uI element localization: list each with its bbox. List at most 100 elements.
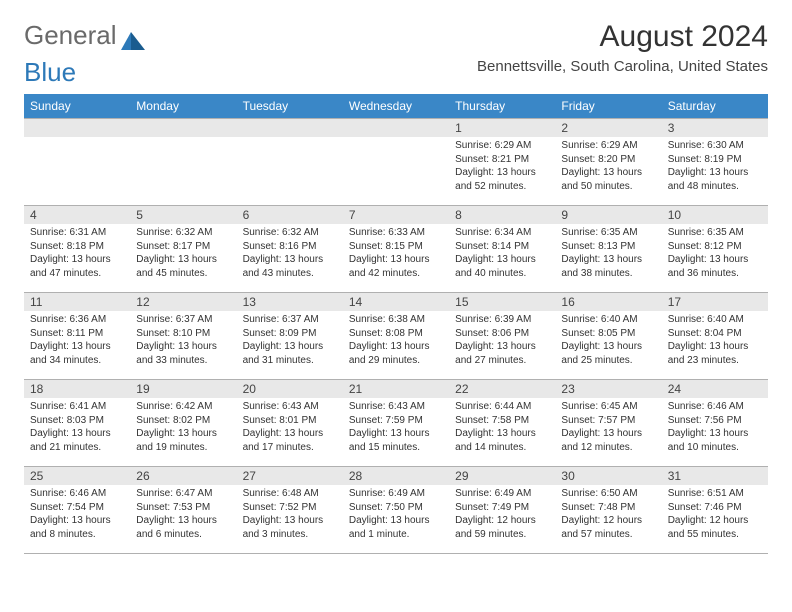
daylight-text: Daylight: 13 hours and 15 minutes. <box>349 427 443 454</box>
sunrise-text: Sunrise: 6:42 AM <box>136 400 230 414</box>
logo-text-2: Blue <box>24 57 768 88</box>
day-number <box>24 119 130 137</box>
sunrise-text: Sunrise: 6:51 AM <box>668 487 762 501</box>
sunset-text: Sunset: 7:49 PM <box>455 501 549 515</box>
calendar-cell: 4Sunrise: 6:31 AMSunset: 8:18 PMDaylight… <box>24 206 130 292</box>
calendar-cell: 6Sunrise: 6:32 AMSunset: 8:16 PMDaylight… <box>237 206 343 292</box>
calendar-cell: 28Sunrise: 6:49 AMSunset: 7:50 PMDayligh… <box>343 467 449 553</box>
daylight-text: Daylight: 12 hours and 59 minutes. <box>455 514 549 541</box>
daylight-text: Daylight: 13 hours and 10 minutes. <box>668 427 762 454</box>
daylight-text: Daylight: 12 hours and 57 minutes. <box>561 514 655 541</box>
day-number <box>343 119 449 137</box>
day-details: Sunrise: 6:32 AMSunset: 8:16 PMDaylight:… <box>237 224 343 284</box>
day-details: Sunrise: 6:40 AMSunset: 8:04 PMDaylight:… <box>662 311 768 371</box>
calendar-cell: 3Sunrise: 6:30 AMSunset: 8:19 PMDaylight… <box>662 119 768 205</box>
logo-text-1: General <box>24 20 117 51</box>
day-of-week-header: Sunday Monday Tuesday Wednesday Thursday… <box>24 94 768 118</box>
sunrise-text: Sunrise: 6:45 AM <box>561 400 655 414</box>
daylight-text: Daylight: 13 hours and 36 minutes. <box>668 253 762 280</box>
sunset-text: Sunset: 8:11 PM <box>30 327 124 341</box>
week-row: 25Sunrise: 6:46 AMSunset: 7:54 PMDayligh… <box>24 466 768 554</box>
calendar-cell: 23Sunrise: 6:45 AMSunset: 7:57 PMDayligh… <box>555 380 661 466</box>
logo: General <box>24 20 147 51</box>
day-number: 31 <box>662 467 768 485</box>
daylight-text: Daylight: 13 hours and 12 minutes. <box>561 427 655 454</box>
sunrise-text: Sunrise: 6:32 AM <box>136 226 230 240</box>
day-number: 20 <box>237 380 343 398</box>
sunset-text: Sunset: 8:02 PM <box>136 414 230 428</box>
day-details: Sunrise: 6:46 AMSunset: 7:54 PMDaylight:… <box>24 485 130 545</box>
sunrise-text: Sunrise: 6:29 AM <box>561 139 655 153</box>
day-details: Sunrise: 6:31 AMSunset: 8:18 PMDaylight:… <box>24 224 130 284</box>
week-row: 18Sunrise: 6:41 AMSunset: 8:03 PMDayligh… <box>24 379 768 466</box>
calendar-cell: 30Sunrise: 6:50 AMSunset: 7:48 PMDayligh… <box>555 467 661 553</box>
sunset-text: Sunset: 7:59 PM <box>349 414 443 428</box>
calendar-cell <box>343 119 449 205</box>
sunrise-text: Sunrise: 6:49 AM <box>455 487 549 501</box>
day-number: 14 <box>343 293 449 311</box>
calendar-cell: 31Sunrise: 6:51 AMSunset: 7:46 PMDayligh… <box>662 467 768 553</box>
sunset-text: Sunset: 8:04 PM <box>668 327 762 341</box>
sunset-text: Sunset: 8:14 PM <box>455 240 549 254</box>
daylight-text: Daylight: 12 hours and 55 minutes. <box>668 514 762 541</box>
calendar-cell: 17Sunrise: 6:40 AMSunset: 8:04 PMDayligh… <box>662 293 768 379</box>
daylight-text: Daylight: 13 hours and 43 minutes. <box>243 253 337 280</box>
day-details: Sunrise: 6:35 AMSunset: 8:12 PMDaylight:… <box>662 224 768 284</box>
sunset-text: Sunset: 8:20 PM <box>561 153 655 167</box>
page-title: August 2024 <box>477 20 768 54</box>
day-details: Sunrise: 6:30 AMSunset: 8:19 PMDaylight:… <box>662 137 768 197</box>
sunrise-text: Sunrise: 6:38 AM <box>349 313 443 327</box>
sunrise-text: Sunrise: 6:47 AM <box>136 487 230 501</box>
sunrise-text: Sunrise: 6:37 AM <box>243 313 337 327</box>
day-number: 7 <box>343 206 449 224</box>
day-number: 15 <box>449 293 555 311</box>
sunrise-text: Sunrise: 6:32 AM <box>243 226 337 240</box>
daylight-text: Daylight: 13 hours and 27 minutes. <box>455 340 549 367</box>
dow-monday: Monday <box>130 94 236 118</box>
daylight-text: Daylight: 13 hours and 6 minutes. <box>136 514 230 541</box>
calendar-cell <box>237 119 343 205</box>
day-number: 5 <box>130 206 236 224</box>
daylight-text: Daylight: 13 hours and 3 minutes. <box>243 514 337 541</box>
calendar-cell: 9Sunrise: 6:35 AMSunset: 8:13 PMDaylight… <box>555 206 661 292</box>
calendar-cell <box>130 119 236 205</box>
day-number: 19 <box>130 380 236 398</box>
calendar-cell: 2Sunrise: 6:29 AMSunset: 8:20 PMDaylight… <box>555 119 661 205</box>
daylight-text: Daylight: 13 hours and 45 minutes. <box>136 253 230 280</box>
day-details: Sunrise: 6:43 AMSunset: 7:59 PMDaylight:… <box>343 398 449 458</box>
day-details: Sunrise: 6:51 AMSunset: 7:46 PMDaylight:… <box>662 485 768 545</box>
day-number: 27 <box>237 467 343 485</box>
sunrise-text: Sunrise: 6:43 AM <box>243 400 337 414</box>
daylight-text: Daylight: 13 hours and 29 minutes. <box>349 340 443 367</box>
daylight-text: Daylight: 13 hours and 52 minutes. <box>455 166 549 193</box>
day-number: 16 <box>555 293 661 311</box>
day-details: Sunrise: 6:43 AMSunset: 8:01 PMDaylight:… <box>237 398 343 458</box>
sunset-text: Sunset: 8:18 PM <box>30 240 124 254</box>
day-details: Sunrise: 6:42 AMSunset: 8:02 PMDaylight:… <box>130 398 236 458</box>
sunrise-text: Sunrise: 6:33 AM <box>349 226 443 240</box>
calendar-cell: 27Sunrise: 6:48 AMSunset: 7:52 PMDayligh… <box>237 467 343 553</box>
day-details: Sunrise: 6:35 AMSunset: 8:13 PMDaylight:… <box>555 224 661 284</box>
sunset-text: Sunset: 7:56 PM <box>668 414 762 428</box>
sunrise-text: Sunrise: 6:34 AM <box>455 226 549 240</box>
day-details: Sunrise: 6:36 AMSunset: 8:11 PMDaylight:… <box>24 311 130 371</box>
calendar-cell: 29Sunrise: 6:49 AMSunset: 7:49 PMDayligh… <box>449 467 555 553</box>
daylight-text: Daylight: 13 hours and 38 minutes. <box>561 253 655 280</box>
day-details: Sunrise: 6:49 AMSunset: 7:49 PMDaylight:… <box>449 485 555 545</box>
sunrise-text: Sunrise: 6:46 AM <box>668 400 762 414</box>
sunrise-text: Sunrise: 6:37 AM <box>136 313 230 327</box>
day-number: 4 <box>24 206 130 224</box>
calendar-cell: 24Sunrise: 6:46 AMSunset: 7:56 PMDayligh… <box>662 380 768 466</box>
day-details: Sunrise: 6:41 AMSunset: 8:03 PMDaylight:… <box>24 398 130 458</box>
calendar-cell: 10Sunrise: 6:35 AMSunset: 8:12 PMDayligh… <box>662 206 768 292</box>
day-number: 12 <box>130 293 236 311</box>
daylight-text: Daylight: 13 hours and 23 minutes. <box>668 340 762 367</box>
sunset-text: Sunset: 7:50 PM <box>349 501 443 515</box>
daylight-text: Daylight: 13 hours and 19 minutes. <box>136 427 230 454</box>
day-number: 9 <box>555 206 661 224</box>
daylight-text: Daylight: 13 hours and 1 minute. <box>349 514 443 541</box>
day-details: Sunrise: 6:48 AMSunset: 7:52 PMDaylight:… <box>237 485 343 545</box>
day-number: 22 <box>449 380 555 398</box>
calendar-cell: 15Sunrise: 6:39 AMSunset: 8:06 PMDayligh… <box>449 293 555 379</box>
day-number: 8 <box>449 206 555 224</box>
